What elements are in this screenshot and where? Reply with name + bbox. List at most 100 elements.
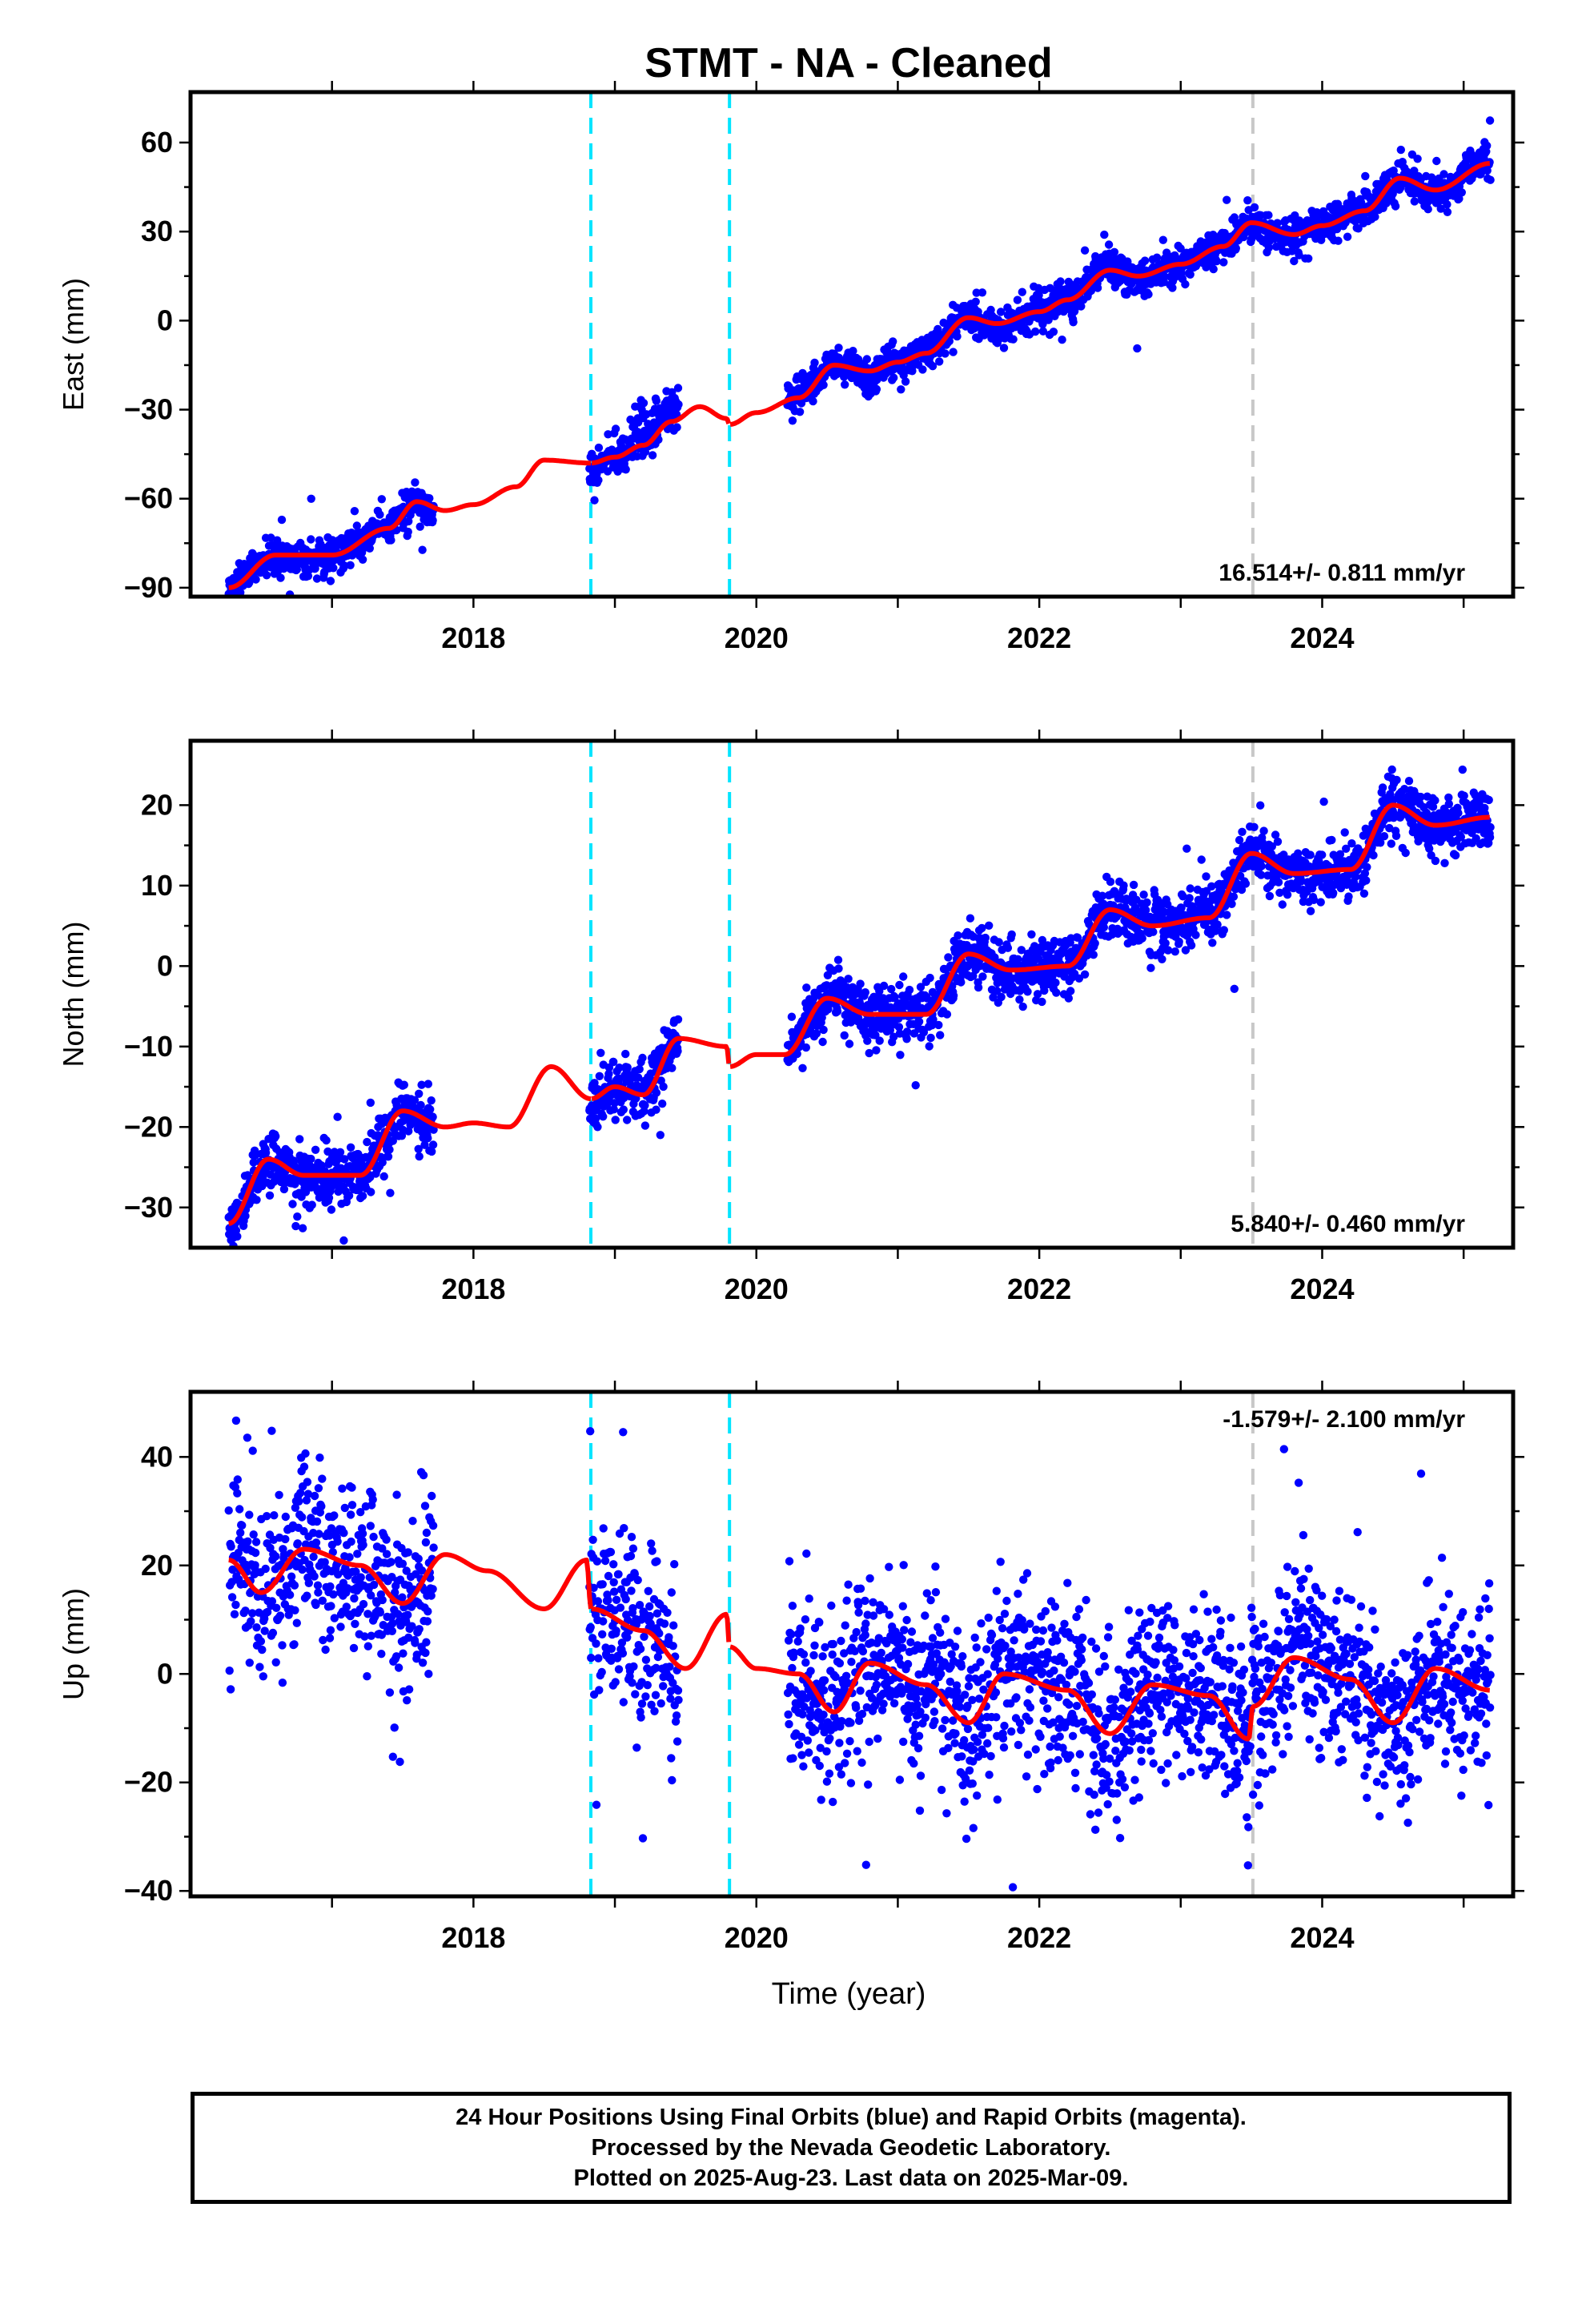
data-point <box>325 1531 334 1540</box>
data-point <box>386 1188 395 1197</box>
data-point <box>230 1610 239 1618</box>
data-point <box>1161 939 1170 948</box>
data-point <box>359 1540 367 1550</box>
data-point <box>351 1619 359 1629</box>
data-point <box>358 1192 367 1200</box>
data-point <box>1283 891 1292 899</box>
data-point <box>999 344 1009 352</box>
data-point <box>926 973 934 983</box>
data-point <box>856 979 865 988</box>
data-point <box>842 983 851 992</box>
data-point <box>928 362 938 371</box>
data-point <box>291 1503 300 1513</box>
data-point <box>303 572 313 581</box>
data-point <box>1259 826 1268 835</box>
data-point <box>1432 156 1441 166</box>
model-fit-line <box>590 1035 732 1102</box>
data-point <box>596 1048 605 1058</box>
data-point <box>248 1446 257 1455</box>
data-point <box>233 1232 242 1241</box>
data-point <box>307 494 315 503</box>
data-point <box>301 1449 310 1458</box>
data-point <box>418 545 427 554</box>
data-point <box>841 380 849 389</box>
data-point <box>1208 939 1217 947</box>
data-point <box>311 1538 321 1547</box>
data-point <box>1038 327 1048 336</box>
data-point <box>245 1659 254 1667</box>
data-point <box>295 1135 304 1144</box>
data-point <box>1139 891 1148 899</box>
data-point <box>319 1635 327 1645</box>
data-point <box>243 1433 252 1442</box>
data-point <box>899 371 908 380</box>
data-point <box>1241 879 1251 888</box>
data-point <box>1278 900 1287 909</box>
data-point <box>315 1530 323 1538</box>
data-point <box>270 1511 279 1520</box>
data-point <box>978 288 987 297</box>
data-point <box>356 1508 365 1517</box>
data-point <box>1160 271 1169 281</box>
data-point <box>981 933 990 943</box>
velocity-annotation: 16.514+/- 0.811 mm/yr <box>1219 560 1465 586</box>
data-point <box>969 971 978 981</box>
data-point <box>295 1497 303 1506</box>
data-point <box>333 1570 343 1579</box>
data-point <box>609 1105 618 1114</box>
data-point <box>275 1490 283 1500</box>
data-point <box>1363 862 1371 872</box>
data-point <box>1309 895 1319 905</box>
data-point <box>236 588 245 597</box>
data-point <box>1359 889 1369 899</box>
data-point <box>271 1658 280 1667</box>
data-point <box>266 1543 275 1553</box>
data-point <box>290 1581 299 1590</box>
data-point <box>309 1552 318 1562</box>
data-point <box>658 1100 667 1108</box>
data-point <box>1185 894 1194 903</box>
data-point <box>271 1552 280 1561</box>
data-point <box>304 1578 313 1588</box>
data-point <box>322 1136 331 1145</box>
data-point <box>245 1510 254 1519</box>
data-point <box>1033 990 1042 999</box>
data-point <box>278 1679 287 1687</box>
data-point <box>428 1140 438 1149</box>
data-point <box>262 1512 271 1521</box>
data-point <box>327 1602 335 1610</box>
y-tick-label: −60 <box>124 482 173 515</box>
data-point <box>314 1484 323 1493</box>
data-point <box>623 1063 632 1072</box>
data-point <box>1186 270 1195 279</box>
data-point <box>941 349 950 358</box>
data-point <box>975 962 985 971</box>
data-point <box>1369 850 1378 860</box>
data-point <box>1149 927 1158 936</box>
data-point <box>1354 224 1363 233</box>
data-point <box>1080 970 1090 979</box>
data-point <box>279 1184 289 1194</box>
data-point <box>1440 858 1449 868</box>
data-point <box>1073 933 1082 943</box>
y-tick-label: −20 <box>124 1110 173 1143</box>
data-point <box>261 1564 270 1574</box>
data-point <box>241 1212 250 1220</box>
data-point <box>985 921 994 931</box>
data-point <box>339 561 349 570</box>
data-point <box>256 1637 266 1646</box>
data-point <box>1056 277 1065 286</box>
data-point <box>1243 196 1252 205</box>
model-fit-line <box>227 457 592 590</box>
data-point <box>1110 247 1119 256</box>
data-point <box>411 478 420 487</box>
data-point <box>302 1496 311 1505</box>
data-point <box>989 993 998 1002</box>
data-point <box>1395 813 1405 822</box>
data-point <box>889 337 897 346</box>
data-point <box>366 1098 375 1108</box>
data-point <box>635 1064 644 1074</box>
data-point <box>410 1096 420 1105</box>
data-point <box>652 1088 661 1097</box>
